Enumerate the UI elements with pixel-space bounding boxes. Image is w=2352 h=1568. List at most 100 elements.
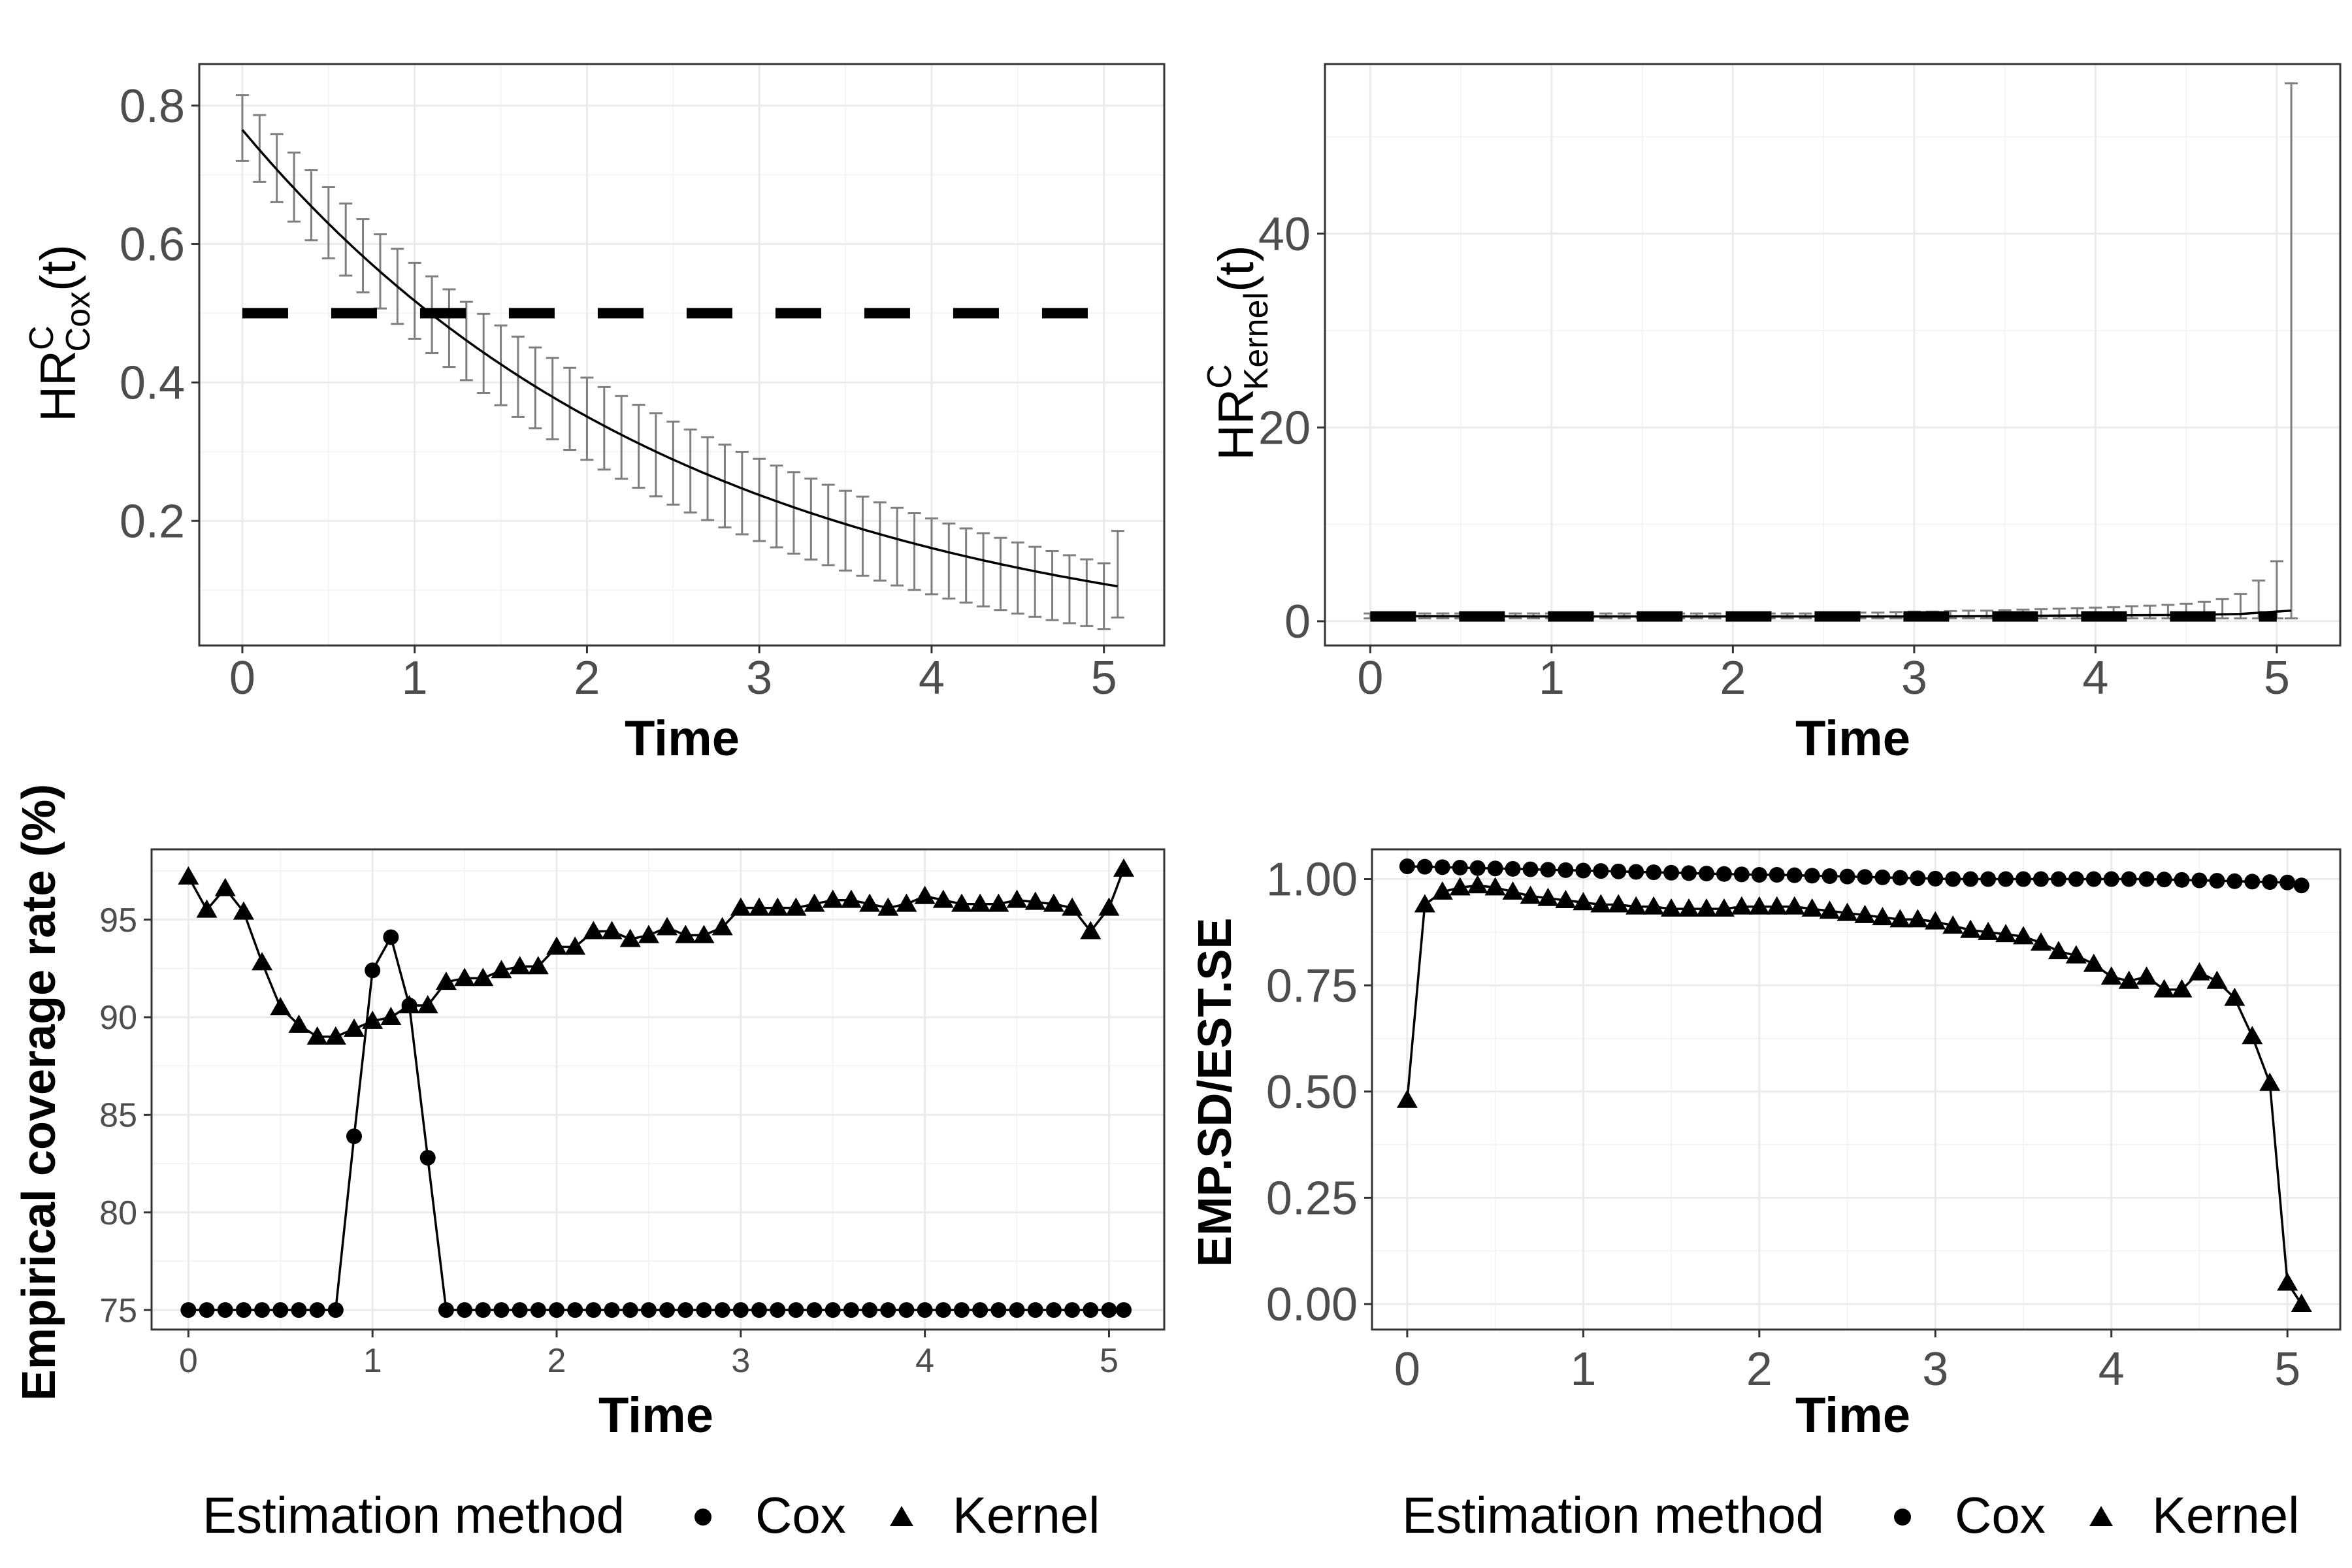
coverage-cox-point: [898, 1302, 915, 1318]
coverage-cox-point: [235, 1302, 252, 1318]
sd-ratio-kernel-point: [2065, 945, 2087, 964]
coverage-cox-point: [585, 1302, 602, 1318]
sd-ratio-kernel-point: [1678, 898, 1700, 917]
coverage-kernel-point: [1043, 893, 1064, 912]
coverage-kernel-point: [730, 897, 751, 916]
coverage-kernel-point: [822, 889, 843, 908]
x-tick-label: 0: [1357, 652, 1383, 704]
panel-2-border: [1324, 63, 2342, 647]
sd-ratio-cox-point: [1399, 858, 1415, 875]
coverage-cox-point: [972, 1302, 988, 1318]
coverage-cox-point: [917, 1302, 933, 1318]
coverage-kernel-point: [785, 897, 807, 916]
legend-left-cox-marker: [694, 1509, 711, 1526]
coverage-cox-point: [659, 1302, 676, 1318]
sd-ratio-cox-point: [1892, 870, 1908, 886]
legend-left-kernel-marker: [890, 1506, 913, 1526]
y-tick-label: 0.00: [1266, 1279, 1358, 1331]
coverage-kernel-point: [840, 889, 862, 908]
panel-3-border: [150, 848, 1166, 1331]
coverage-kernel-point: [196, 899, 218, 918]
coverage-cox-point: [788, 1302, 804, 1318]
legend-left-title: Estimation method: [203, 1486, 625, 1544]
sd-ratio-cox-point: [1733, 866, 1750, 883]
coverage-kernel-point: [546, 936, 567, 955]
x-tick-label: 2: [574, 652, 600, 704]
sd-ratio-cox-point: [1769, 867, 1785, 883]
sd-ratio-cox-point: [2138, 871, 2155, 887]
panel-2: 0 1 2 3 4 5 0 20 40: [1258, 63, 2342, 704]
coverage-cox-point: [954, 1302, 970, 1318]
x-tick-label: 2: [1720, 652, 1746, 704]
sd-ratio-cox-point: [2050, 871, 2066, 887]
sd-ratio-kernel-point: [1854, 904, 1876, 923]
sd-ratio-cox-point: [1945, 871, 1961, 887]
coverage-cox-point: [254, 1302, 270, 1318]
coverage-cox-point: [419, 1150, 436, 1166]
sd-ratio-kernel-point: [1713, 898, 1735, 917]
sd-ratio-cox-point: [2085, 871, 2102, 887]
sd-ratio-cox-point: [1751, 867, 1767, 883]
sd-ratio-cox-point: [1874, 869, 1891, 885]
coverage-kernel-point: [988, 893, 1009, 912]
sd-ratio-kernel-point: [1960, 919, 1982, 938]
coverage-kernel-point: [454, 968, 476, 987]
coverage-cox-point: [291, 1302, 307, 1318]
sd-ratio-cox-point: [1821, 868, 1838, 884]
y-tick-label: 0: [1284, 596, 1311, 648]
x-tick-label: 5: [2274, 1343, 2300, 1396]
y-tick-label: 1.00: [1266, 854, 1358, 906]
svg-text:HRCKernel(t): HRCKernel(t): [1201, 245, 1275, 460]
coverage-kernel-point: [362, 1010, 384, 1029]
coverage-kernel-point: [877, 897, 899, 916]
sd-ratio-cox-point: [2244, 874, 2261, 890]
sd-ratio-kernel-point: [1484, 877, 1506, 896]
coverage-cox-point: [475, 1302, 491, 1318]
sd-ratio-kernel-point: [2153, 979, 2175, 998]
coverage-cox-point: [1083, 1302, 1099, 1318]
panel-1-border: [198, 63, 1166, 647]
coverage-cox-point: [383, 929, 399, 945]
sd-ratio-kernel-point: [1396, 1089, 1418, 1108]
coverage-kernel-point: [344, 1018, 365, 1037]
panel-1-y-title-sup: C: [23, 325, 61, 350]
sd-ratio-cox-point: [1910, 870, 1926, 887]
legend-right-kernel-marker: [2089, 1506, 2113, 1526]
coverage-cox-point: [1009, 1302, 1025, 1318]
coverage-cox-point: [696, 1302, 712, 1318]
x-tick-label: 5: [1091, 652, 1117, 704]
coverage-cox-point: [825, 1302, 841, 1318]
coverage-cox-point: [512, 1302, 528, 1318]
sd-ratio-cox-point: [2262, 874, 2278, 890]
coverage-kernel-point: [491, 960, 512, 979]
x-tick-label: 1: [1570, 1343, 1596, 1396]
sd-ratio-cox-point: [2156, 872, 2172, 888]
coverage-kernel-point: [214, 877, 236, 896]
hr-cox-estimate-line: [241, 129, 1119, 588]
coverage-kernel-point: [1062, 897, 1083, 916]
sd-ratio-cox-point: [1786, 867, 1803, 883]
coverage-cox-point: [365, 962, 381, 979]
coverage-kernel-point: [951, 893, 972, 912]
coverage-kernel-point: [472, 968, 494, 987]
coverage-cox-point: [732, 1302, 749, 1318]
sd-ratio-kernel-point: [1643, 896, 1665, 915]
x-tick-label: 3: [731, 1342, 750, 1380]
sd-ratio-kernel-point: [1414, 894, 1435, 913]
coverage-cox-point: [180, 1302, 197, 1318]
sd-ratio-cox-point: [2209, 873, 2225, 889]
sd-ratio-kernel-point: [1819, 900, 1840, 919]
y-tick-label: 0.8: [120, 80, 185, 133]
x-tick-label: 2: [547, 1342, 566, 1380]
x-tick-label: 4: [915, 1342, 934, 1380]
sd-ratio-kernel-point: [1837, 902, 1858, 921]
panel-2-y-title-sub: Kernel: [1237, 292, 1275, 390]
coverage-kernel-point: [527, 956, 549, 975]
sd-ratio-kernel-point: [2118, 970, 2140, 989]
coverage-kernel-line: [187, 868, 1125, 1038]
y-tick-label: 20: [1258, 402, 1311, 454]
coverage-cox-point: [862, 1302, 878, 1318]
coverage-cox-point: [1064, 1302, 1081, 1318]
coverage-kernel-point: [970, 893, 991, 912]
